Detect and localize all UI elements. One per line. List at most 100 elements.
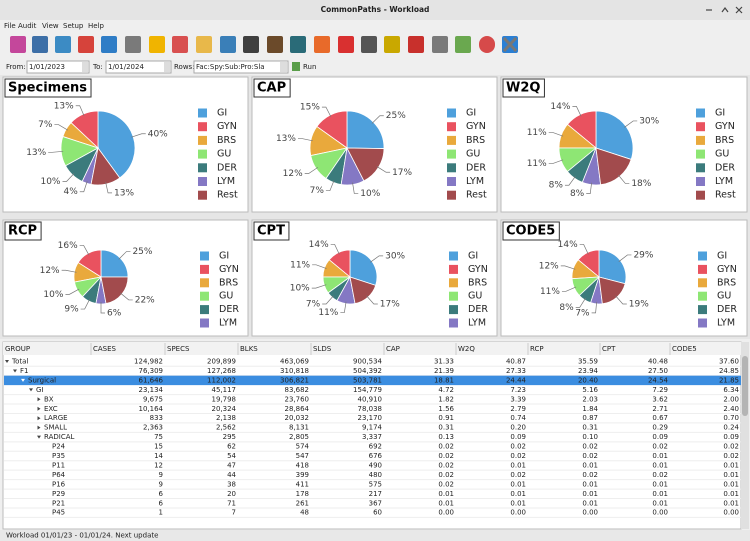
cell: 676 bbox=[369, 452, 383, 460]
legend-label: GU bbox=[715, 149, 729, 160]
from-dropdown[interactable] bbox=[82, 62, 88, 72]
column-header[interactable]: BLKS bbox=[240, 345, 258, 353]
cell: 35.59 bbox=[578, 358, 598, 366]
menu-item[interactable]: Help bbox=[88, 22, 105, 30]
toolbar-button[interactable] bbox=[78, 36, 94, 53]
toolbar-button[interactable] bbox=[455, 36, 471, 53]
toolbar-button[interactable] bbox=[338, 36, 354, 53]
toolbar-button[interactable] bbox=[290, 36, 306, 53]
menu-bar: File Audit View Setup Help bbox=[4, 22, 105, 30]
column-header[interactable]: RCP bbox=[530, 345, 544, 353]
cell: 24.85 bbox=[719, 367, 739, 375]
cell: 0.02 bbox=[438, 480, 454, 488]
cell: 28,864 bbox=[285, 405, 310, 413]
column-header[interactable]: GROUP bbox=[5, 345, 30, 353]
cell: 209,899 bbox=[207, 358, 236, 366]
toolbar-button[interactable] bbox=[408, 36, 424, 53]
leader-line bbox=[340, 301, 347, 313]
cell: 0.01 bbox=[652, 499, 668, 507]
cell: 0.13 bbox=[438, 433, 454, 441]
menu-item[interactable]: View bbox=[42, 22, 59, 30]
cell: 0.74 bbox=[510, 414, 526, 422]
legend-swatch bbox=[447, 122, 456, 132]
toolbar-button[interactable] bbox=[267, 36, 283, 53]
row-label: BX bbox=[44, 395, 54, 403]
rows-dropdown[interactable] bbox=[280, 62, 287, 72]
expanded-arrow[interactable] bbox=[21, 378, 25, 382]
chart-title-box bbox=[4, 221, 42, 241]
toolbar-button[interactable] bbox=[101, 36, 117, 53]
toolbar-button[interactable] bbox=[479, 36, 495, 53]
column-header[interactable]: CAP bbox=[386, 345, 400, 353]
column-header[interactable]: CODE5 bbox=[672, 345, 697, 353]
toolbar-button[interactable] bbox=[314, 36, 330, 53]
expanded-arrow[interactable] bbox=[37, 435, 41, 439]
toolbar-button[interactable] bbox=[32, 36, 48, 53]
toolbar-button[interactable] bbox=[384, 36, 400, 53]
legend-swatch bbox=[449, 305, 458, 315]
column-header[interactable]: SPECS bbox=[167, 345, 190, 353]
to-input[interactable] bbox=[105, 60, 172, 74]
scrollbar[interactable] bbox=[741, 342, 749, 529]
rows-input[interactable] bbox=[193, 60, 289, 74]
cell: 480 bbox=[369, 471, 382, 479]
to-dropdown[interactable] bbox=[164, 62, 170, 72]
expanded-arrow[interactable] bbox=[29, 388, 33, 392]
cell: 124,982 bbox=[134, 358, 163, 366]
column-header[interactable]: W2Q bbox=[458, 345, 475, 353]
cell: 0.02 bbox=[582, 452, 598, 460]
value-label: 7% bbox=[310, 186, 325, 196]
toolbar-close[interactable] bbox=[502, 36, 518, 53]
cell: 0.09 bbox=[723, 433, 739, 441]
leader-line bbox=[575, 297, 586, 308]
menu-item[interactable]: Setup bbox=[63, 22, 84, 30]
collapsed-arrow[interactable] bbox=[37, 416, 41, 421]
cell: 9 bbox=[159, 480, 163, 488]
cell: 45,117 bbox=[212, 386, 237, 394]
window-controls[interactable] bbox=[706, 6, 743, 14]
expanded-arrow[interactable] bbox=[13, 369, 17, 373]
cell: 0.02 bbox=[438, 443, 454, 451]
expanded-arrow[interactable] bbox=[5, 360, 9, 363]
leader-line bbox=[579, 244, 589, 255]
collapsed-arrow[interactable] bbox=[37, 406, 41, 411]
toolbar-button[interactable] bbox=[220, 36, 236, 53]
row-label: EXC bbox=[44, 405, 58, 413]
toolbar-button[interactable] bbox=[172, 36, 188, 53]
run-button[interactable]: Run bbox=[303, 63, 316, 71]
leader-line bbox=[79, 181, 88, 193]
column-header[interactable]: CPT bbox=[602, 345, 616, 353]
legend-swatch bbox=[198, 122, 207, 132]
leader-line bbox=[100, 302, 105, 314]
from-input[interactable] bbox=[26, 60, 90, 74]
cell: 0.01 bbox=[723, 480, 739, 488]
toolbar-button[interactable] bbox=[55, 36, 71, 53]
toolbar-button[interactable] bbox=[243, 36, 259, 53]
leader-line bbox=[321, 106, 332, 118]
cell: 23,170 bbox=[358, 414, 383, 422]
menu-item[interactable]: File bbox=[4, 22, 16, 30]
cell: 14 bbox=[154, 452, 163, 460]
run-icon[interactable] bbox=[292, 62, 300, 71]
legend-swatch bbox=[698, 278, 707, 288]
toolbar-button[interactable] bbox=[125, 36, 141, 53]
column-header[interactable]: SLDS bbox=[313, 345, 332, 353]
legend-swatch bbox=[449, 318, 458, 328]
column-header[interactable]: CASES bbox=[93, 345, 117, 353]
cell: 54 bbox=[227, 452, 236, 460]
collapsed-arrow[interactable] bbox=[37, 425, 41, 430]
collapsed-arrow[interactable] bbox=[37, 397, 41, 402]
cell: 0.91 bbox=[438, 414, 454, 422]
scroll-thumb[interactable] bbox=[742, 356, 748, 416]
value-label: 14% bbox=[558, 240, 578, 250]
menu-item[interactable]: Audit bbox=[18, 22, 37, 30]
toolbar-button[interactable] bbox=[361, 36, 377, 53]
toolbar-button[interactable] bbox=[149, 36, 165, 53]
toolbar-button[interactable] bbox=[10, 36, 26, 53]
legend-swatch bbox=[447, 149, 456, 159]
cell: 24.54 bbox=[648, 376, 669, 384]
cell: 20,324 bbox=[212, 405, 237, 413]
legend-label: BRS bbox=[219, 277, 238, 288]
toolbar-button[interactable] bbox=[432, 36, 448, 53]
toolbar-button[interactable] bbox=[196, 36, 212, 53]
